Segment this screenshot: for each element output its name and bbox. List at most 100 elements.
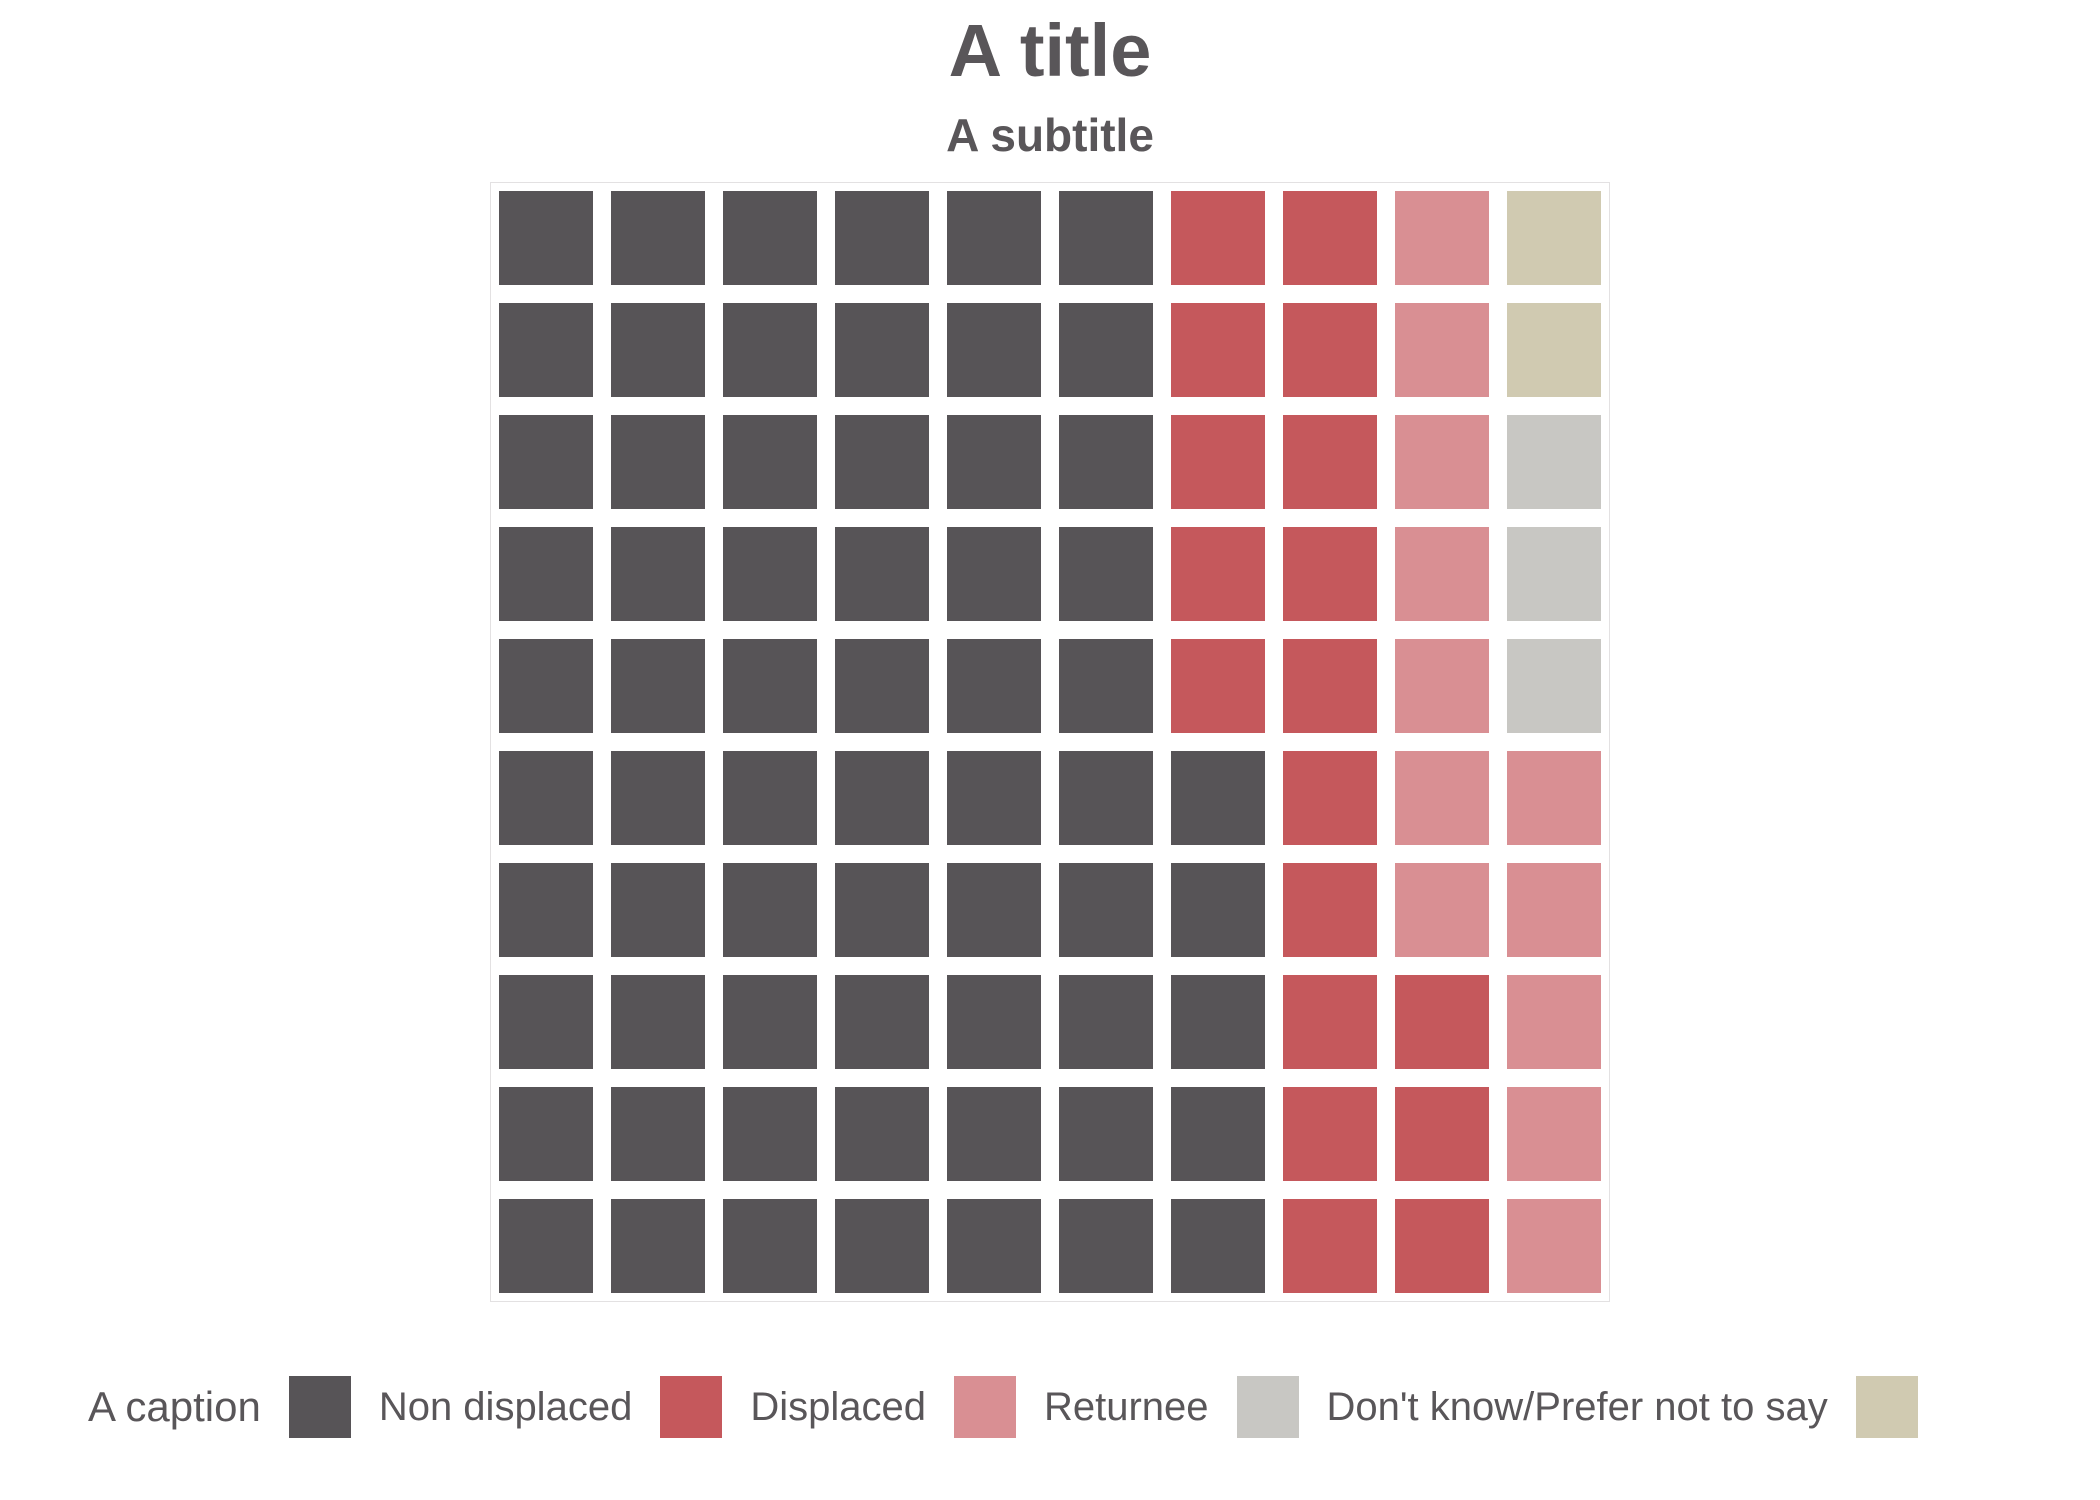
waffle-cell bbox=[947, 527, 1041, 622]
waffle-cell bbox=[723, 191, 817, 286]
chart-header: A title A subtitle bbox=[0, 0, 2100, 160]
waffle-cell bbox=[947, 1087, 1041, 1182]
waffle-cell bbox=[835, 1199, 929, 1294]
waffle-cell bbox=[947, 975, 1041, 1070]
waffle-cell bbox=[499, 191, 593, 286]
waffle-cell bbox=[1171, 639, 1265, 734]
waffle-cell bbox=[1395, 527, 1489, 622]
waffle-cell bbox=[611, 863, 705, 958]
legend-swatch bbox=[1855, 1376, 1918, 1439]
waffle-cell bbox=[1283, 639, 1377, 734]
legend-label: Non displaced bbox=[378, 1384, 633, 1429]
waffle-cell bbox=[723, 303, 817, 398]
waffle-cell bbox=[1395, 415, 1489, 510]
legend-swatch bbox=[953, 1376, 1016, 1439]
legend-label: Don't know/Prefer not to say bbox=[1326, 1384, 1828, 1429]
waffle-cell bbox=[1283, 1199, 1377, 1294]
waffle-cell bbox=[1395, 303, 1489, 398]
waffle-cell bbox=[835, 975, 929, 1070]
waffle-cell bbox=[835, 639, 929, 734]
waffle-cell bbox=[499, 639, 593, 734]
waffle-cell bbox=[1283, 1087, 1377, 1182]
waffle-cell bbox=[947, 863, 1041, 958]
waffle-cell bbox=[1283, 975, 1377, 1070]
waffle-cell bbox=[499, 303, 593, 398]
waffle-cell bbox=[1395, 1087, 1489, 1182]
waffle-cell bbox=[835, 1087, 929, 1182]
waffle-cell bbox=[835, 751, 929, 846]
waffle-cell bbox=[1507, 191, 1601, 286]
waffle-cell bbox=[1171, 863, 1265, 958]
waffle-cell bbox=[1059, 751, 1153, 846]
waffle-cell bbox=[1059, 191, 1153, 286]
waffle-cell bbox=[1507, 527, 1601, 622]
waffle-cell bbox=[499, 527, 593, 622]
waffle-cell bbox=[611, 303, 705, 398]
waffle-cell bbox=[835, 863, 929, 958]
waffle-cell bbox=[1507, 639, 1601, 734]
waffle-cell bbox=[947, 303, 1041, 398]
waffle-cell bbox=[1507, 751, 1601, 846]
waffle-cell bbox=[1059, 527, 1153, 622]
waffle-cell bbox=[611, 975, 705, 1070]
waffle-cell bbox=[1395, 751, 1489, 846]
waffle-cell bbox=[1171, 975, 1265, 1070]
waffle-cell bbox=[1171, 1199, 1265, 1294]
legend: A caption Non displaced Displaced Returnee… bbox=[0, 1376, 2100, 1439]
waffle-cell bbox=[1171, 1087, 1265, 1182]
waffle-cell bbox=[499, 415, 593, 510]
waffle-cell bbox=[947, 415, 1041, 510]
waffle-cell bbox=[1395, 191, 1489, 286]
waffle-cell bbox=[723, 415, 817, 510]
waffle-cell bbox=[611, 1087, 705, 1182]
waffle-cell bbox=[1395, 1199, 1489, 1294]
waffle-cell bbox=[611, 1199, 705, 1294]
waffle-cell bbox=[1059, 975, 1153, 1070]
waffle-cell bbox=[1059, 415, 1153, 510]
chart-caption: A caption bbox=[88, 1383, 261, 1431]
waffle-cell bbox=[723, 863, 817, 958]
waffle-grid bbox=[499, 191, 1601, 1294]
waffle-cell bbox=[1507, 975, 1601, 1070]
waffle-cell bbox=[1283, 863, 1377, 958]
waffle-cell bbox=[723, 1087, 817, 1182]
waffle-cell bbox=[1395, 863, 1489, 958]
waffle-cell bbox=[1507, 863, 1601, 958]
waffle-cell bbox=[1283, 191, 1377, 286]
waffle-cell bbox=[1395, 639, 1489, 734]
legend-swatch bbox=[660, 1376, 723, 1439]
waffle-cell bbox=[947, 751, 1041, 846]
waffle-cell bbox=[835, 415, 929, 510]
chart-subtitle: A subtitle bbox=[946, 108, 1154, 161]
waffle-cell bbox=[723, 1199, 817, 1294]
waffle-cell bbox=[611, 639, 705, 734]
waffle-cell bbox=[1171, 527, 1265, 622]
waffle-cell bbox=[723, 639, 817, 734]
chart-panel bbox=[490, 182, 1610, 1303]
waffle-cell bbox=[723, 975, 817, 1070]
waffle-cell bbox=[835, 527, 929, 622]
waffle-cell bbox=[1171, 415, 1265, 510]
waffle-cell bbox=[611, 751, 705, 846]
waffle-cell bbox=[499, 863, 593, 958]
legend-label: Returnee bbox=[1043, 1384, 1209, 1429]
waffle-cell bbox=[611, 527, 705, 622]
legend-label: Displaced bbox=[750, 1384, 926, 1429]
waffle-cell bbox=[835, 191, 929, 286]
waffle-cell bbox=[947, 1199, 1041, 1294]
waffle-cell bbox=[835, 303, 929, 398]
waffle-cell bbox=[1059, 863, 1153, 958]
legend-swatch bbox=[1236, 1376, 1299, 1439]
waffle-cell bbox=[1507, 1087, 1601, 1182]
waffle-cell bbox=[499, 1199, 593, 1294]
waffle-cell bbox=[1283, 527, 1377, 622]
waffle-cell bbox=[1395, 975, 1489, 1070]
waffle-cell bbox=[1283, 415, 1377, 510]
chart-title: A title bbox=[948, 9, 1152, 92]
waffle-cell bbox=[1059, 303, 1153, 398]
waffle-cell bbox=[1507, 303, 1601, 398]
waffle-cell bbox=[723, 751, 817, 846]
waffle-cell bbox=[499, 975, 593, 1070]
waffle-cell bbox=[499, 751, 593, 846]
